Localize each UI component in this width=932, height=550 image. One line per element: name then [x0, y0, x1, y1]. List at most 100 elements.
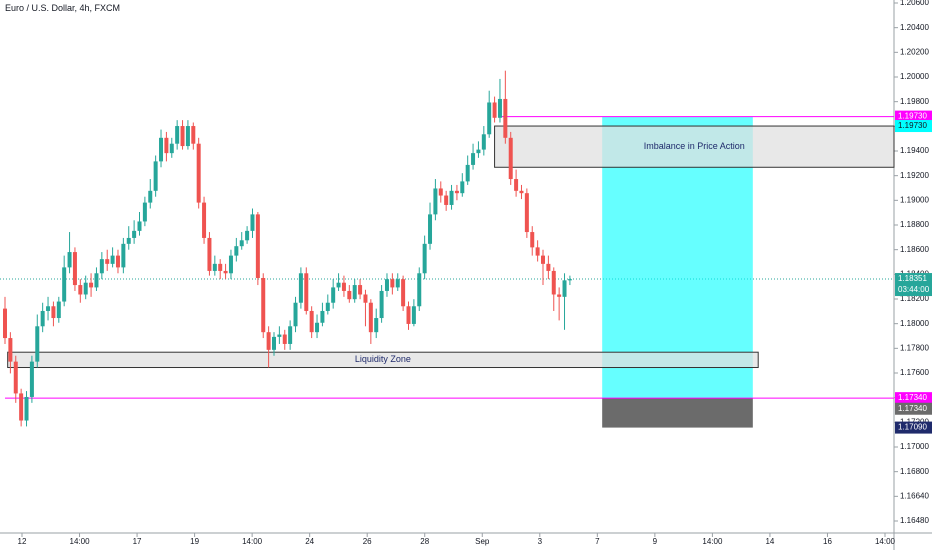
candle-up[interactable]: [298, 273, 303, 303]
candle-up[interactable]: [29, 361, 34, 397]
candle-down[interactable]: [202, 202, 207, 238]
candle-up[interactable]: [56, 301, 61, 319]
candle-down[interactable]: [530, 232, 535, 248]
candle-down[interactable]: [358, 285, 363, 295]
candle-up[interactable]: [395, 279, 400, 288]
candle-up[interactable]: [239, 240, 244, 247]
candle-down[interactable]: [180, 126, 185, 147]
candle-up[interactable]: [35, 326, 40, 362]
candle-up[interactable]: [245, 230, 250, 241]
candle-down[interactable]: [223, 270, 228, 274]
candle-up[interactable]: [352, 285, 357, 300]
candle-up[interactable]: [476, 149, 481, 154]
candle-down[interactable]: [3, 308, 7, 339]
candle-down[interactable]: [347, 290, 352, 300]
candle-down[interactable]: [546, 263, 551, 271]
candle-down[interactable]: [524, 193, 529, 233]
candle-down[interactable]: [164, 137, 169, 154]
candle-up[interactable]: [40, 310, 45, 327]
candle-up[interactable]: [83, 282, 88, 295]
candle-up[interactable]: [277, 334, 282, 337]
candle-up[interactable]: [137, 221, 142, 231]
candle-up[interactable]: [465, 164, 470, 182]
candle-up[interactable]: [169, 143, 174, 154]
candle-up[interactable]: [234, 246, 239, 256]
zone-box[interactable]: [494, 125, 895, 168]
candle-up[interactable]: [384, 279, 389, 291]
candle-down[interactable]: [514, 179, 519, 191]
candle-down[interactable]: [8, 338, 13, 362]
candle-down[interactable]: [19, 393, 24, 421]
candle-up[interactable]: [379, 290, 384, 319]
candle-down[interactable]: [105, 259, 110, 264]
candle-down[interactable]: [519, 190, 524, 194]
candle-up[interactable]: [62, 267, 67, 302]
candle-down[interactable]: [406, 306, 411, 324]
candle-up[interactable]: [567, 279, 572, 281]
candle-down[interactable]: [304, 273, 309, 311]
candle-up[interactable]: [487, 102, 492, 135]
candle-down[interactable]: [492, 102, 497, 118]
candle-down[interactable]: [368, 302, 373, 333]
candle-down[interactable]: [390, 279, 395, 288]
candle-up[interactable]: [99, 259, 104, 274]
candle-up[interactable]: [315, 322, 320, 333]
candle-up[interactable]: [67, 252, 72, 268]
stop-loss-box[interactable]: [602, 398, 753, 428]
candle-up[interactable]: [471, 153, 476, 165]
candle-up[interactable]: [126, 237, 131, 244]
candle-down[interactable]: [503, 98, 508, 138]
candle-up[interactable]: [374, 318, 379, 333]
candle-up[interactable]: [497, 98, 502, 118]
candle-up[interactable]: [422, 243, 427, 274]
candle-up[interactable]: [175, 126, 180, 144]
candle-up[interactable]: [288, 326, 293, 344]
candle-up[interactable]: [562, 280, 567, 297]
candle-up[interactable]: [293, 302, 298, 327]
candle-down[interactable]: [438, 188, 443, 196]
candle-down[interactable]: [309, 310, 314, 333]
candle-down[interactable]: [51, 306, 56, 319]
candle-down[interactable]: [444, 195, 449, 205]
candle-up[interactable]: [110, 255, 115, 264]
candle-down[interactable]: [13, 361, 18, 394]
candle-up[interactable]: [212, 263, 217, 271]
candle-up[interactable]: [481, 134, 486, 150]
candle-down[interactable]: [541, 255, 545, 264]
candle-down[interactable]: [266, 332, 271, 350]
candle-down[interactable]: [196, 143, 201, 203]
candle-down[interactable]: [551, 270, 556, 295]
candle-up[interactable]: [148, 190, 153, 203]
candle-down[interactable]: [115, 255, 120, 268]
candle-down[interactable]: [78, 285, 83, 295]
candle-up[interactable]: [336, 282, 341, 288]
candle-up[interactable]: [325, 302, 330, 311]
candle-up[interactable]: [417, 273, 422, 307]
candle-up[interactable]: [142, 202, 147, 222]
candle-up[interactable]: [460, 181, 465, 194]
candle-down[interactable]: [401, 279, 406, 307]
candle-up[interactable]: [449, 190, 454, 205]
candle-up[interactable]: [272, 336, 276, 350]
candle-up[interactable]: [94, 273, 99, 288]
candle-down[interactable]: [255, 214, 260, 278]
candle-up[interactable]: [46, 306, 51, 311]
candle-down[interactable]: [508, 137, 513, 180]
candle-down[interactable]: [535, 247, 540, 256]
candle-up[interactable]: [185, 126, 190, 147]
candle-up[interactable]: [433, 188, 438, 215]
candle-down[interactable]: [72, 252, 77, 286]
zone-box[interactable]: [7, 351, 759, 369]
candle-down[interactable]: [191, 126, 196, 144]
candle-up[interactable]: [250, 214, 255, 231]
candle-up[interactable]: [132, 230, 137, 238]
candle-up[interactable]: [121, 243, 126, 268]
candle-up[interactable]: [411, 306, 416, 324]
candle-up[interactable]: [428, 214, 433, 244]
candle-down[interactable]: [261, 277, 266, 333]
candle-up[interactable]: [153, 161, 158, 191]
candle-down[interactable]: [207, 237, 212, 271]
candle-down[interactable]: [89, 282, 94, 288]
candle-down[interactable]: [218, 263, 223, 271]
